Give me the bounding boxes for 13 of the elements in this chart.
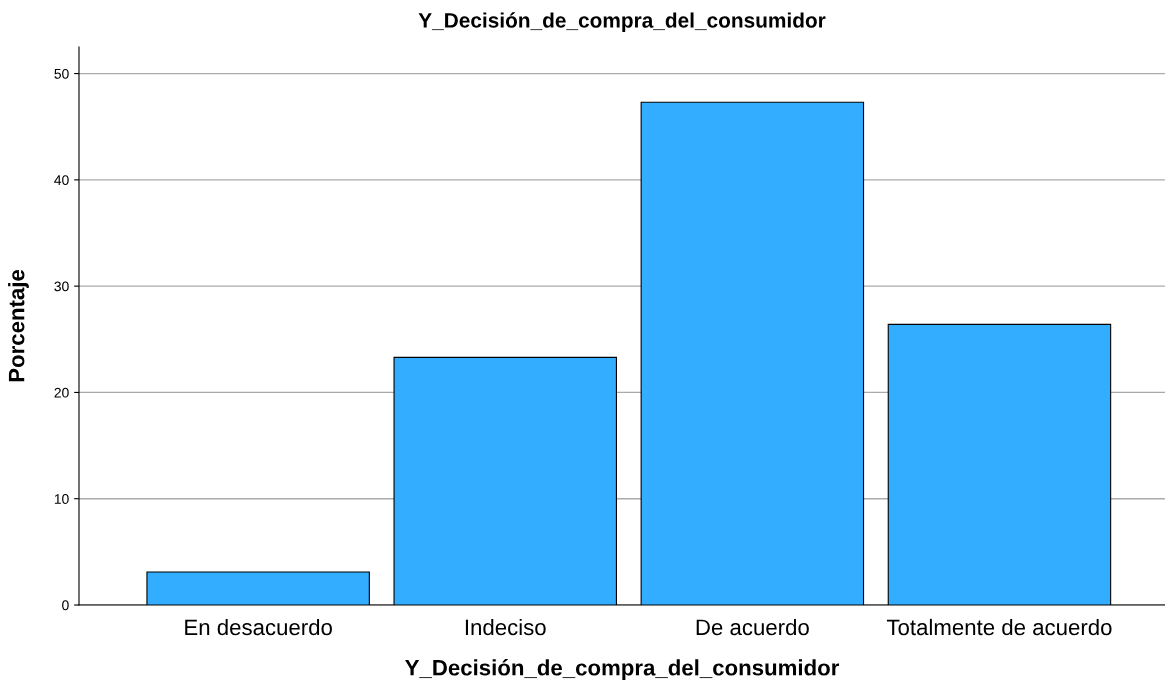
y-tick-label: 20 bbox=[54, 387, 69, 398]
y-tick-label: 10 bbox=[54, 494, 69, 504]
y-tick-label: 30 bbox=[54, 281, 69, 292]
x-tick-label: En desacuerdo bbox=[185, 618, 332, 636]
x-tick-label: Indeciso bbox=[465, 618, 546, 636]
chart-title: Y_Decisión_de_compra_del_consumidor bbox=[418, 12, 826, 32]
x-tick-label: De acuerdo bbox=[696, 618, 809, 636]
y-axis-title: Porcentaje bbox=[8, 269, 29, 382]
y-tick-label: 50 bbox=[54, 68, 69, 79]
x-axis-title: Y_Decisión_de_compra_del_consumidor bbox=[405, 659, 840, 680]
x-tick-label: Totalmente de acuerdo bbox=[886, 618, 1112, 636]
y-tick-label: 0 bbox=[62, 600, 69, 611]
y-tick-label: 40 bbox=[54, 175, 69, 186]
